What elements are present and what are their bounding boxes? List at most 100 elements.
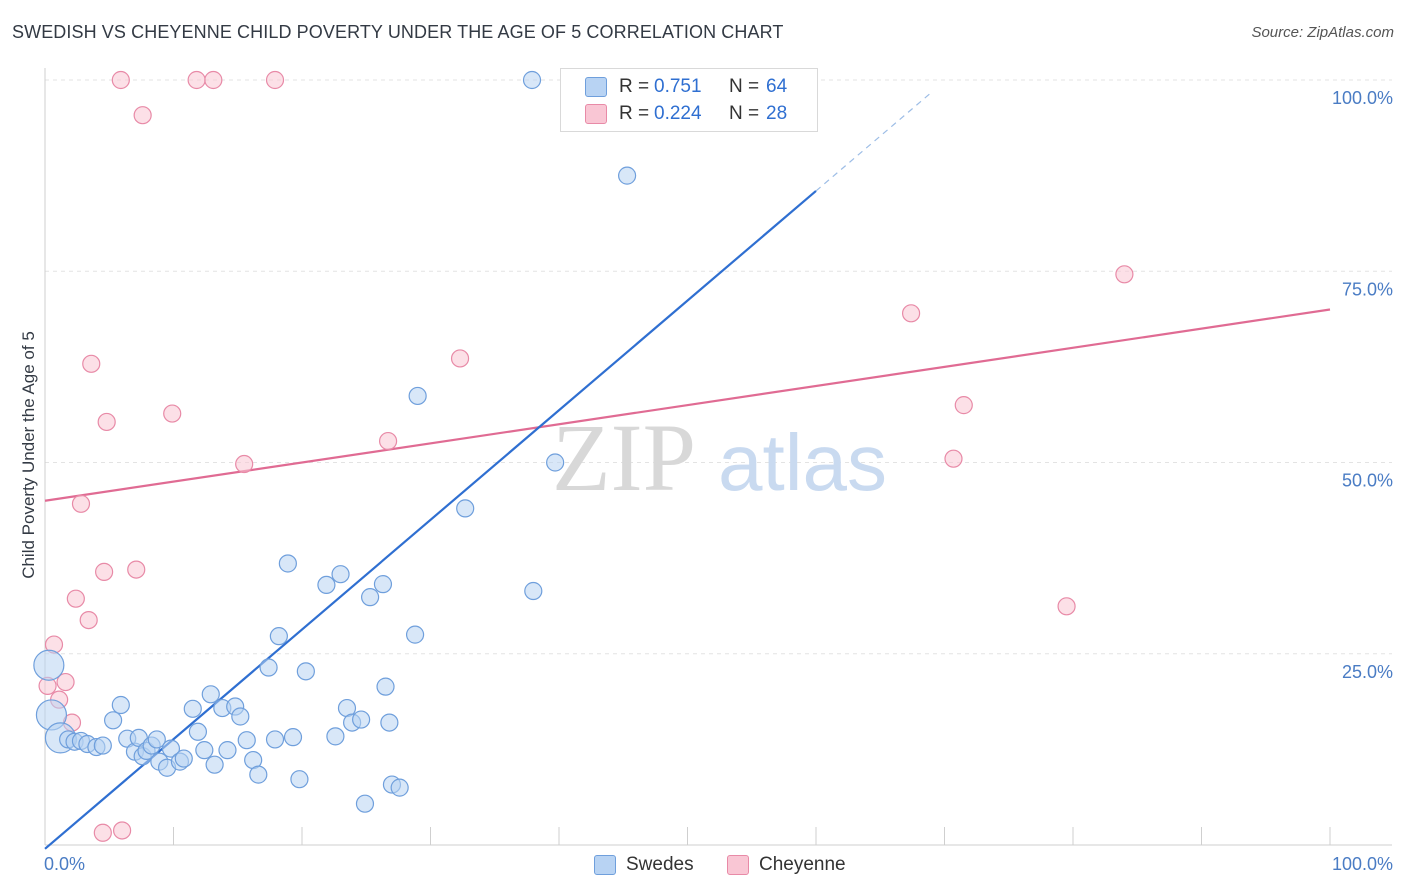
swedes-point [259, 658, 278, 677]
cheyenne-point [163, 404, 182, 423]
watermark: ZIP atlas [552, 404, 887, 511]
swedes-point [317, 575, 336, 595]
swedes-trend-line [44, 190, 817, 850]
y-tick-label: 100.0% [1332, 88, 1393, 108]
swedes-swatch [585, 77, 607, 97]
source-label: Source: ZipAtlas.com [1251, 24, 1394, 41]
cheyenne-point [954, 396, 973, 415]
swedes-point [188, 722, 208, 741]
y-tick-label: 25.0% [1342, 662, 1393, 682]
swedes-point [265, 730, 285, 749]
swedes-point [195, 741, 214, 760]
swedes-point [283, 728, 303, 747]
gridlines [45, 79, 1392, 655]
swedes-point [408, 386, 427, 406]
swedes-point [237, 731, 256, 750]
cheyenne-point [97, 412, 116, 432]
cheyenne-point [944, 449, 963, 468]
swedes-legend-label: Swedes [626, 854, 694, 875]
cheyenne-point [93, 823, 112, 842]
swedes-point [373, 575, 393, 594]
cheyenne-point [111, 70, 130, 90]
swedes-point [147, 730, 166, 749]
r-label: R = [619, 103, 650, 124]
swedes-point [201, 685, 220, 704]
trend-lines [44, 91, 1331, 850]
swedes-point [231, 707, 250, 726]
cheyenne-legend-swatch [727, 855, 749, 875]
swedes-point [218, 741, 237, 760]
swedes-points [33, 70, 749, 813]
swedes-point [456, 499, 475, 518]
swedes-point [296, 662, 315, 681]
swedes-point [161, 739, 181, 758]
cheyenne-points [38, 70, 1134, 842]
cheyenne-point [187, 70, 206, 90]
cheyenne-point [1057, 597, 1076, 616]
swedes-point [390, 778, 409, 797]
swedes-point [524, 581, 543, 601]
cheyenne-point [79, 610, 98, 630]
swedes-legend-swatch [594, 855, 616, 875]
swedes-point [618, 166, 637, 185]
cheyenne-point [95, 562, 114, 581]
cheyenne-point [901, 304, 921, 323]
correlation-legend: R = 0.751 N = 64 R = 0.224 N = 28 [560, 68, 818, 132]
r-value: 0.224 [654, 103, 702, 124]
r-label: R = [619, 76, 650, 97]
cheyenne-point [82, 354, 101, 373]
bottom-legend-swedes: Swedes [594, 852, 694, 878]
swedes-point [331, 565, 350, 584]
cheyenne-point [127, 560, 146, 579]
cheyenne-point [204, 70, 223, 90]
cheyenne-point [450, 349, 470, 368]
watermark-atlas: atlas [718, 418, 887, 507]
n-value: 64 [766, 76, 788, 97]
cheyenne-point [235, 454, 254, 474]
chart-title: SWEDISH VS CHEYENNE CHILD POVERTY UNDER … [12, 22, 784, 42]
swedes-point [405, 625, 425, 644]
bottom-legend-cheyenne: Cheyenne [727, 852, 846, 878]
swedes-point [111, 695, 130, 715]
cheyenne-point [133, 106, 152, 125]
cheyenne-point [265, 70, 285, 90]
tick-labels: 25.0% 50.0% 75.0% 100.0% 0.0% 100.0% [44, 88, 1393, 874]
swedes-point [361, 588, 380, 607]
watermark-zip: ZIP [552, 404, 696, 511]
r-value: 0.751 [654, 76, 702, 97]
swedes-point [380, 713, 399, 732]
swedes-point [269, 627, 288, 646]
n-label: N = [729, 76, 760, 97]
x-tick-label: 100.0% [1332, 854, 1393, 874]
swedes-point [355, 794, 375, 813]
swedes-point [104, 711, 123, 730]
cheyenne-point [71, 494, 91, 513]
cheyenne-point [112, 821, 132, 840]
cheyenne-point [378, 431, 398, 451]
swedes-point [93, 736, 112, 755]
x-tick-label: 0.0% [44, 854, 85, 874]
cheyenne-swatch [585, 104, 607, 124]
swedes-point [522, 70, 542, 90]
cheyenne-point [1115, 265, 1134, 284]
swedes-point [249, 765, 268, 784]
y-tick-label: 50.0% [1342, 471, 1393, 491]
swedes-point [546, 453, 565, 472]
swedes-point [205, 755, 224, 774]
swedes-point [183, 699, 202, 718]
y-tick-label: 75.0% [1342, 279, 1393, 299]
cheyenne-legend-label: Cheyenne [759, 854, 846, 875]
n-value: 28 [766, 103, 788, 124]
swedes-point [278, 554, 297, 573]
cheyenne-trend-line [44, 308, 1331, 502]
swedes-point [376, 677, 395, 696]
swedes-point [352, 710, 371, 729]
swedes-point [33, 649, 65, 681]
swedes-point [174, 749, 193, 768]
swedes-point [290, 770, 309, 789]
n-label: N = [729, 103, 760, 124]
cheyenne-point [66, 589, 85, 608]
cheyenne-point [56, 672, 75, 692]
swedes-trend-extension [815, 91, 933, 192]
